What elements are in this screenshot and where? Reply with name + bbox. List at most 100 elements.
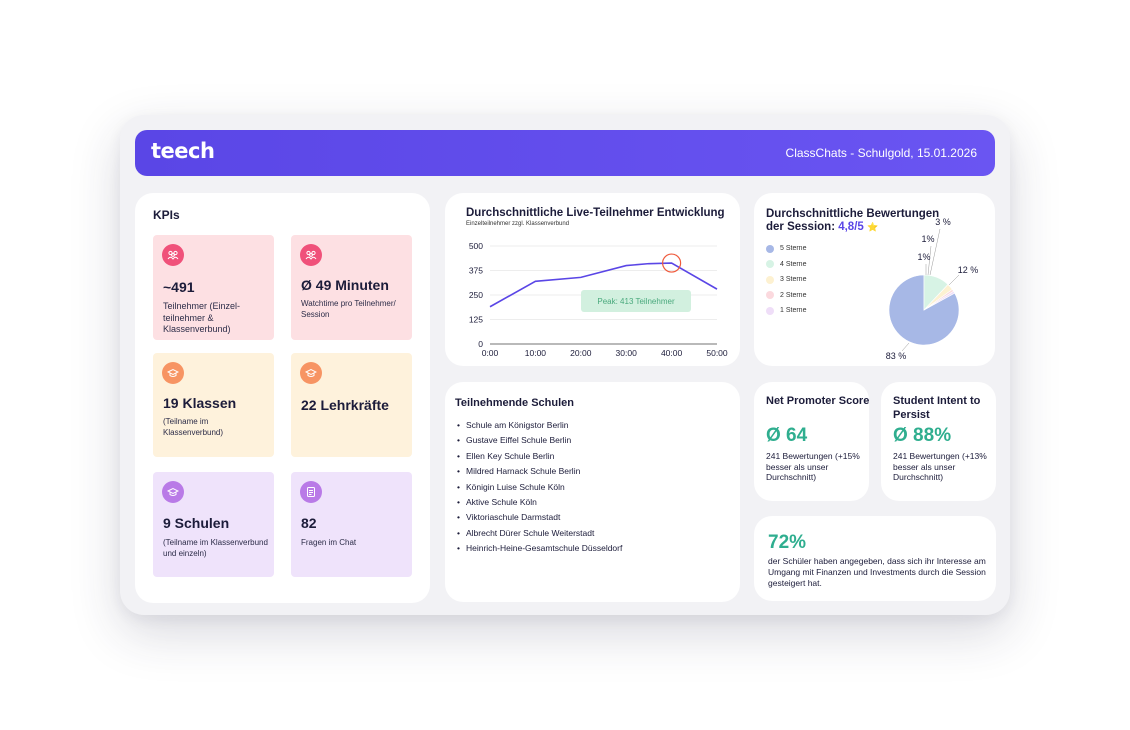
school-item: Aktive Schule Köln xyxy=(457,497,622,512)
legend-label: 5 Sterne xyxy=(780,245,807,253)
kpi-desc: Watchtime pro Teilnehmer/ Session xyxy=(301,299,396,319)
pie-leader-line xyxy=(929,228,941,276)
kpi-participants: ~491 Teilnehmer (Einzel-teilnehmer & Kla… xyxy=(153,235,274,340)
kpi-value: 19 Klassen xyxy=(163,395,237,411)
line-chart-card: Durchschnittliche Live-Teilnehmer Entwic… xyxy=(445,193,740,366)
header-title: ClassChats - Schulgold, 15.01.2026 xyxy=(785,146,977,160)
schools-list: Schule am Königstor Berlin Gustave Eiffe… xyxy=(457,420,622,559)
legend-item: 5 Sterne xyxy=(766,241,806,257)
legend-label: 3 Sterne xyxy=(780,276,807,284)
school-item: Viktoriaschule Darmstadt xyxy=(457,512,622,527)
pie-chart-card: Durchschnittliche Bewertungen der Sessio… xyxy=(754,193,995,366)
kpi-value: Ø 49 Minuten xyxy=(301,277,389,293)
star-icon: ⭐ xyxy=(867,222,879,232)
school-item: Ellen Key Schule Berlin xyxy=(457,451,622,466)
kpi-teachers: 22 Lehrkräfte xyxy=(291,353,412,457)
dashboard-frame: teech ClassChats - Schulgold, 15.01.2026… xyxy=(120,115,1010,615)
peak-marker xyxy=(662,253,682,273)
rating-value: 4,8/5 xyxy=(838,221,864,233)
pie-leader-line xyxy=(948,274,960,286)
intent-card: Student Intent to Persist Ø 88% 241 Bewe… xyxy=(881,382,996,501)
kpi-value: 9 Schulen xyxy=(163,515,230,531)
school-item: Albrecht Dürer Schule Weiterstadt xyxy=(457,528,622,543)
intent-detail: 241 Bewertungen (+13% besser als unser D… xyxy=(893,451,987,482)
school-item: Gustave Eiffel Schule Berlin xyxy=(457,435,622,450)
kpi-value: 82 xyxy=(301,515,317,531)
legend-item: 1 Sterne xyxy=(766,303,806,319)
pie-leader-line xyxy=(901,342,910,352)
x-tick-label: 20:00 xyxy=(570,348,592,358)
nps-card: Net Promoter Score Ø 64 241 Bewertungen … xyxy=(754,382,869,501)
intent-value: Ø 88% xyxy=(893,425,952,446)
teech-logo: teech xyxy=(151,139,215,163)
header-bar: teech ClassChats - Schulgold, 15.01.2026 xyxy=(135,130,995,176)
nps-title: Net Promoter Score xyxy=(766,395,870,407)
kpi-classes: 19 Klassen (Teilname im Klassenverbund) xyxy=(153,353,274,457)
peak-label-bg xyxy=(581,290,691,312)
pie-value-label: 83 % xyxy=(886,351,907,361)
y-tick-label: 125 xyxy=(469,315,483,325)
legend-swatch xyxy=(766,275,774,284)
nps-value: Ø 64 xyxy=(766,425,808,446)
group-icon xyxy=(162,244,184,266)
pie-value-label: 1% xyxy=(921,234,934,244)
kpi-desc: (Teilname im Klassenverbund und einzeln) xyxy=(163,538,268,558)
kpi-value: 22 Lehrkräfte xyxy=(301,397,389,413)
x-tick-label: 50:00 xyxy=(706,348,728,358)
legend-label: 2 Sterne xyxy=(780,291,807,299)
kpi-questions: 82 Fragen im Chat xyxy=(291,472,412,577)
kpi-value: ~491 xyxy=(163,279,195,295)
school-item: Königin Luise Schule Köln xyxy=(457,482,622,497)
pie-value-label: 1% xyxy=(917,252,930,262)
graduation-cap-icon xyxy=(162,362,184,384)
kpi-schools: 9 Schulen (Teilname im Klassenverbund un… xyxy=(153,472,274,577)
pie-value-label: 12 % xyxy=(958,265,979,275)
legend-swatch xyxy=(766,306,774,315)
pie-title-text: Durchschnittliche Bewertungen der Sessio… xyxy=(766,208,940,233)
legend-item: 4 Sterne xyxy=(766,257,806,273)
kpi-title: KPIs xyxy=(153,208,180,222)
interest-card: 72% der Schüler haben angegeben, dass si… xyxy=(754,516,996,601)
schools-title: Teilnehmende Schulen xyxy=(455,397,574,409)
graduation-cap-icon xyxy=(162,481,184,503)
intent-title: Student Intent to Persist xyxy=(893,395,981,421)
legend-item: 2 Sterne xyxy=(766,288,806,304)
legend-item: 3 Sterne xyxy=(766,272,806,288)
group-icon xyxy=(300,244,322,266)
line-chart-subtitle: Einzelteilnehmer zzgl. Klassenverbund xyxy=(466,221,570,227)
line-chart: 0 125 250 375 500 0:00 10:00 20:00 30:00 40:00 50:… xyxy=(469,241,728,358)
nps-detail: 241 Bewertungen (+15% besser als unser D… xyxy=(766,451,860,482)
x-tick-label: 0:00 xyxy=(482,348,499,358)
x-tick-label: 30:00 xyxy=(616,348,638,358)
y-tick-label: 500 xyxy=(469,241,483,251)
pie-value-label: 3 % xyxy=(935,217,951,227)
school-item: Mildred Harnack Schule Berlin xyxy=(457,466,622,481)
peak-label: Peak: 413 Teilnehmer xyxy=(581,290,691,312)
pie-chart-title: Durchschnittliche Bewertungen der Sessio… xyxy=(766,208,946,234)
graduation-cap-icon xyxy=(300,362,322,384)
legend-label: 4 Sterne xyxy=(780,260,807,268)
pie-slice xyxy=(923,290,956,311)
y-tick-label: 0 xyxy=(478,339,483,349)
line-chart-title: Durchschnittliche Live-Teilnehmer Entwic… xyxy=(466,207,725,219)
x-tick-label: 40:00 xyxy=(661,348,683,358)
kpi-watchtime: Ø 49 Minuten Watchtime pro Teilnehmer/ S… xyxy=(291,235,412,340)
kpi-desc: Fragen im Chat xyxy=(301,538,357,547)
legend-swatch xyxy=(766,291,774,300)
series-line xyxy=(489,262,718,308)
kpi-desc: Teilnehmer (Einzel-teilnehmer & Klassenv… xyxy=(163,301,241,334)
interest-value: 72% xyxy=(768,532,807,553)
kpi-card: KPIs ~491 Teilnehmer (Einzel-teilnehmer … xyxy=(135,193,430,603)
legend-label: 1 Sterne xyxy=(780,307,807,315)
legend-swatch xyxy=(766,244,774,253)
chat-list-icon xyxy=(300,481,322,503)
pie-legend: 5 Sterne 4 Sterne 3 Sterne 2 Sterne 1 Sterne xyxy=(766,241,806,319)
school-item: Schule am Königstor Berlin xyxy=(457,420,622,435)
peak-label-text: Peak: 413 Teilnehmer xyxy=(597,297,675,306)
kpi-desc: (Teilname im Klassenverbund) xyxy=(163,417,224,437)
x-tick-label: 10:00 xyxy=(525,348,547,358)
schools-card: Teilnehmende Schulen Schule am Königstor… xyxy=(445,382,740,602)
y-tick-label: 375 xyxy=(469,266,483,276)
pie-chart: 83 %12 %3 %1%1% xyxy=(886,217,979,361)
pie-leader-line xyxy=(927,245,932,276)
